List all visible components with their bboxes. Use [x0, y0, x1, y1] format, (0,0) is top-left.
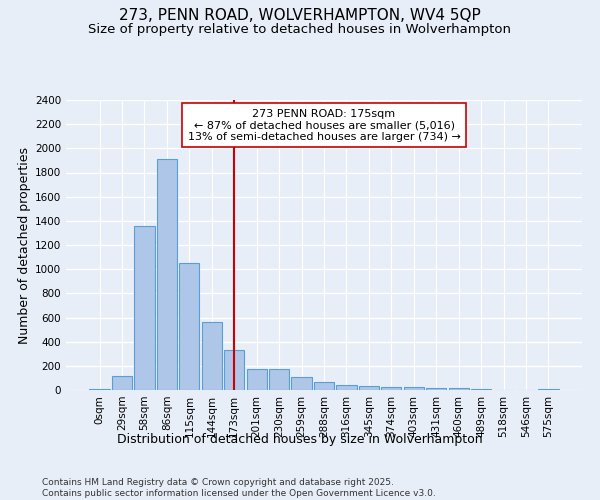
Bar: [112, 376, 132, 390]
Text: 273 PENN ROAD: 175sqm
← 87% of detached houses are smaller (5,016)
13% of semi-d: 273 PENN ROAD: 175sqm ← 87% of detached …: [188, 108, 460, 142]
Y-axis label: Number of detached properties: Number of detached properties: [18, 146, 31, 344]
Bar: [89, 389, 110, 390]
Bar: [381, 387, 401, 390]
Bar: [337, 385, 356, 390]
Text: Distribution of detached houses by size in Wolverhampton: Distribution of detached houses by size …: [117, 432, 483, 446]
Bar: [426, 388, 446, 390]
Bar: [449, 388, 469, 390]
Text: 273, PENN ROAD, WOLVERHAMPTON, WV4 5QP: 273, PENN ROAD, WOLVERHAMPTON, WV4 5QP: [119, 8, 481, 22]
Bar: [202, 322, 222, 390]
Bar: [179, 262, 199, 390]
Bar: [471, 389, 491, 390]
Bar: [404, 387, 424, 390]
Text: Contains HM Land Registry data © Crown copyright and database right 2025.
Contai: Contains HM Land Registry data © Crown c…: [42, 478, 436, 498]
Bar: [224, 350, 244, 390]
Bar: [269, 370, 289, 390]
Bar: [359, 386, 379, 390]
Bar: [247, 370, 267, 390]
Bar: [157, 159, 177, 390]
Bar: [292, 376, 311, 390]
Bar: [314, 382, 334, 390]
Bar: [538, 389, 559, 390]
Bar: [134, 226, 155, 390]
Text: Size of property relative to detached houses in Wolverhampton: Size of property relative to detached ho…: [89, 22, 511, 36]
